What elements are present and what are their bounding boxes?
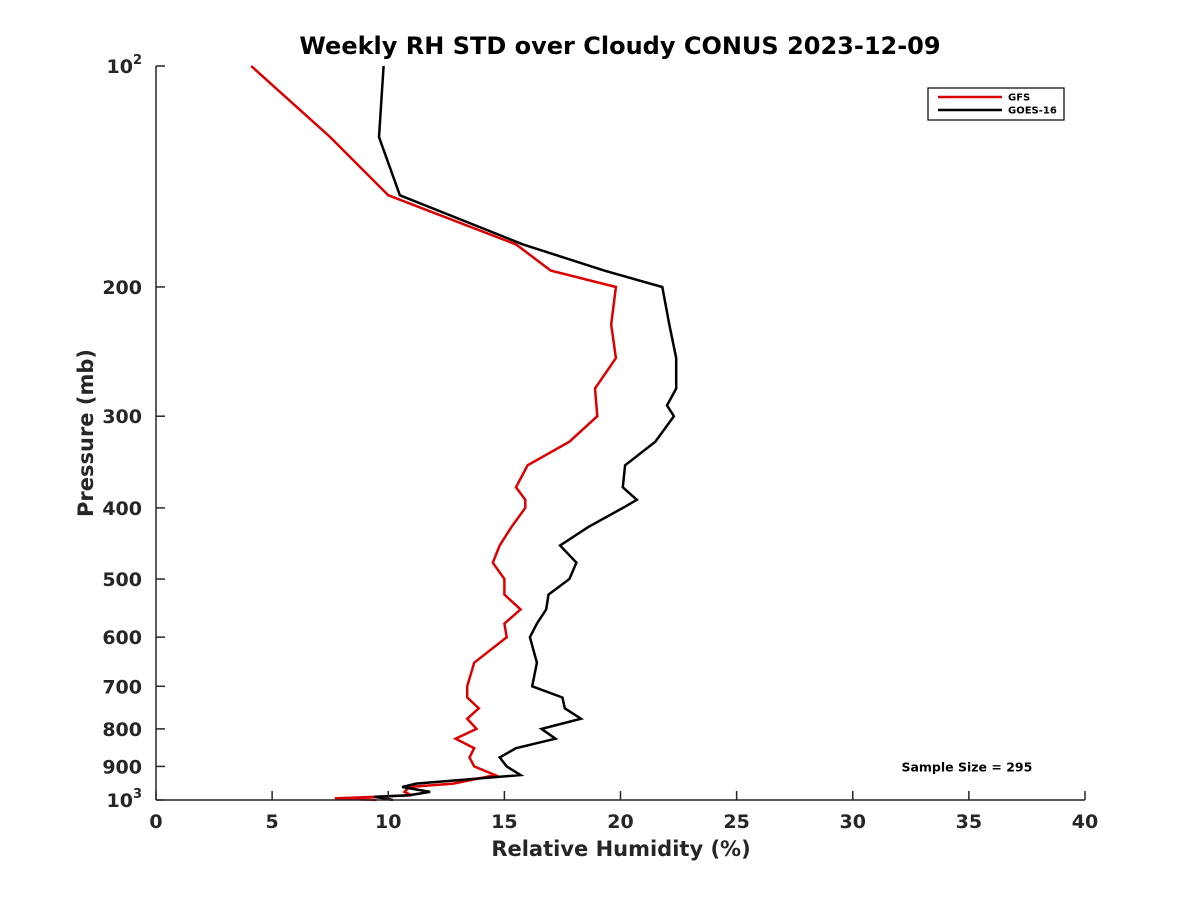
x-tick-label: 25 — [723, 811, 749, 833]
y-tick-label: 500 — [102, 569, 142, 591]
y-tick-label: 300 — [102, 406, 142, 428]
chart-title: Weekly RH STD over Cloudy CONUS 2023-12-… — [299, 32, 940, 60]
labels: Weekly RH STD over Cloudy CONUS 2023-12-… — [74, 32, 941, 861]
y-tick-label: 900 — [102, 756, 142, 778]
x-tick-label: 35 — [956, 811, 982, 833]
y-tick-label: 102 — [107, 53, 143, 78]
x-tick-label: 5 — [266, 811, 279, 833]
x-tick-label: 15 — [491, 811, 517, 833]
sample-size-annotation: Sample Size = 295 — [901, 759, 1032, 774]
x-tick-label: 0 — [149, 811, 162, 833]
x-tick-label: 10 — [375, 811, 401, 833]
y-tick-label: 800 — [102, 719, 142, 741]
x-tick-label: 40 — [1072, 811, 1098, 833]
x-tick-label: 30 — [840, 811, 866, 833]
x-axis-title: Relative Humidity (%) — [491, 837, 750, 861]
legend-label-goes-16: GOES-16 — [1008, 106, 1057, 117]
y-tick-label: 103 — [107, 787, 143, 812]
axes: 0 5 10 15 20 25 30 35 40 102 200 300 400 500 600 700 800… — [102, 53, 1098, 833]
legend-label-gfs: GFS — [1008, 93, 1030, 104]
x-tick-label: 20 — [607, 811, 633, 833]
y-tick-label: 200 — [102, 277, 142, 299]
y-tick-label: 600 — [102, 627, 142, 649]
y-tick-label: 700 — [102, 676, 142, 698]
legend-box — [927, 87, 1065, 121]
plot-area — [250, 65, 678, 802]
legend: GFS GOES-16 Sample Size = 295 — [901, 87, 1065, 774]
y-tick-label: 400 — [102, 498, 142, 520]
series-line-goes-16 — [374, 65, 678, 802]
y-axis-title: Pressure (mb) — [74, 349, 98, 517]
